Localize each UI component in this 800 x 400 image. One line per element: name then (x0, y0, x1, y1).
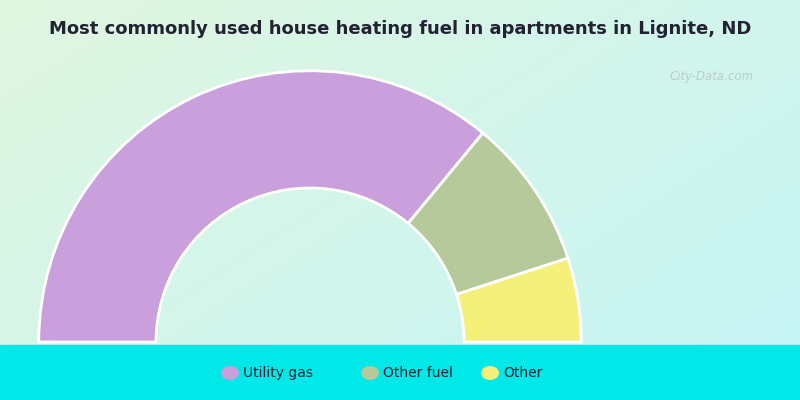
Bar (0, 345, 800, 400)
Ellipse shape (481, 366, 499, 380)
Ellipse shape (221, 366, 239, 380)
Text: Utility gas: Utility gas (243, 366, 313, 380)
Text: Other fuel: Other fuel (383, 366, 453, 380)
Wedge shape (38, 71, 483, 342)
Text: Most commonly used house heating fuel in apartments in Lignite, ND: Most commonly used house heating fuel in… (49, 20, 751, 38)
Wedge shape (408, 133, 568, 294)
Ellipse shape (361, 366, 379, 380)
Wedge shape (457, 258, 582, 342)
Text: Other: Other (503, 366, 542, 380)
Text: City-Data.com: City-Data.com (670, 70, 754, 83)
